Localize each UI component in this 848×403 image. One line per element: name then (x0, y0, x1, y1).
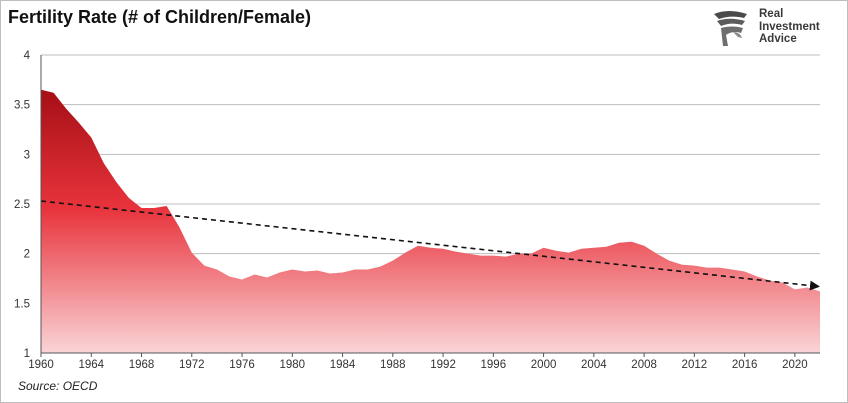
axes (40, 55, 820, 357)
x-tick-label: 2012 (682, 359, 708, 371)
source-note: Source: OECD (18, 379, 98, 393)
x-axis-tick-labels: 1960 1964 1968 1972 1976 1980 1984 1988 1992 1996… (28, 359, 807, 371)
x-tick-label: 1960 (28, 359, 54, 371)
x-tick-label: 2000 (531, 359, 557, 371)
fertility-area-series (41, 89, 820, 354)
y-axis-tick-labels: 1 1.5 2 2.5 3 3.5 4 (14, 50, 31, 360)
x-tick-label: 2016 (732, 359, 758, 371)
trendline-layer (40, 200, 820, 291)
logo-line-3: Advice (759, 33, 797, 45)
y-tick-label: 3 (24, 149, 30, 161)
logo-line-1: Real (759, 8, 784, 20)
y-tick-label: 1.5 (14, 298, 30, 310)
logo-line-2: Investment (759, 20, 820, 33)
fertility-rate-area (41, 89, 820, 354)
x-tick-label: 1984 (330, 359, 356, 371)
y-tick-label: 4 (24, 50, 31, 62)
x-tick-label: 2008 (631, 359, 657, 371)
x-tick-label: 1968 (129, 359, 155, 371)
x-tick-label: 1992 (430, 359, 456, 371)
y-tick-label: 2.5 (14, 199, 30, 211)
x-tick-label: 1988 (380, 359, 406, 371)
chart-title: Fertility Rate (# of Children/Female) (8, 7, 312, 27)
x-tick-label: 1996 (481, 359, 507, 371)
x-tick-label: 1980 (279, 359, 305, 371)
y-tick-label: 1 (24, 348, 30, 360)
logo-wordmark: Real Investment Advice (759, 8, 820, 46)
x-tick-label: 2020 (782, 359, 808, 371)
x-tick-label: 2004 (581, 359, 607, 371)
x-tick-label: 1972 (179, 359, 205, 371)
trendline (40, 200, 820, 291)
x-tick-label: 1976 (229, 359, 255, 371)
real-investment-advice-logo: Real Investment Advice (707, 6, 837, 50)
eagle-logo-icon (714, 11, 747, 46)
y-tick-label: 3.5 (14, 100, 30, 112)
x-tick-label: 1964 (78, 359, 104, 371)
y-tick-label: 2 (24, 249, 30, 261)
